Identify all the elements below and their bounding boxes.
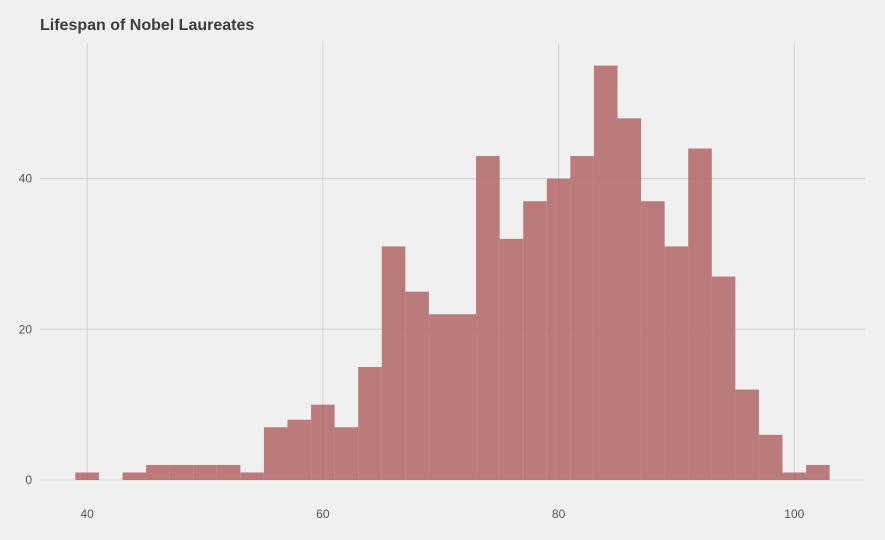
histogram-bar — [617, 118, 642, 481]
histogram-bar — [381, 246, 406, 480]
histogram-bar — [523, 201, 547, 481]
histogram-bar — [240, 472, 264, 480]
histogram-bar — [169, 464, 194, 480]
histogram-bar — [452, 314, 477, 480]
histogram-bar — [122, 472, 147, 480]
histogram-bar — [311, 404, 335, 480]
x-axis-ticks: 40 60 80 100 — [80, 507, 804, 521]
histogram-bar — [405, 291, 429, 480]
histogram-bar — [688, 148, 712, 480]
x-tick-label: 40 — [80, 507, 94, 521]
histogram-bar — [216, 464, 241, 480]
histogram-bar — [641, 201, 665, 481]
histogram-bar — [428, 314, 453, 480]
y-axis-ticks: 0 20 40 — [19, 172, 33, 487]
y-tick-label: 40 — [19, 172, 33, 186]
histogram-bar — [263, 427, 288, 480]
histogram-bar — [146, 464, 170, 480]
histogram-bar — [75, 472, 99, 480]
histogram-bar — [358, 366, 382, 480]
chart-title: Lifespan of Nobel Laureates — [40, 17, 255, 34]
histogram-bar — [476, 156, 500, 480]
x-tick-label: 60 — [316, 507, 330, 521]
histogram-bars — [75, 65, 830, 481]
y-tick-label: 0 — [25, 473, 32, 487]
histogram-bar — [546, 178, 571, 480]
histogram-bar — [593, 65, 618, 480]
histogram-bar — [806, 464, 830, 480]
histogram-bar — [193, 464, 217, 480]
histogram-bar — [664, 246, 689, 480]
histogram-bar — [499, 238, 524, 480]
x-tick-label: 100 — [784, 507, 804, 521]
histogram-bar — [782, 472, 807, 480]
histogram-bar — [711, 276, 736, 480]
histogram-bar — [735, 389, 759, 480]
histogram-bar — [570, 156, 594, 480]
x-tick-label: 80 — [552, 507, 566, 521]
histogram-bar — [758, 434, 783, 480]
y-tick-label: 20 — [19, 322, 33, 336]
histogram-bar — [334, 427, 359, 480]
histogram-bar — [287, 419, 312, 480]
